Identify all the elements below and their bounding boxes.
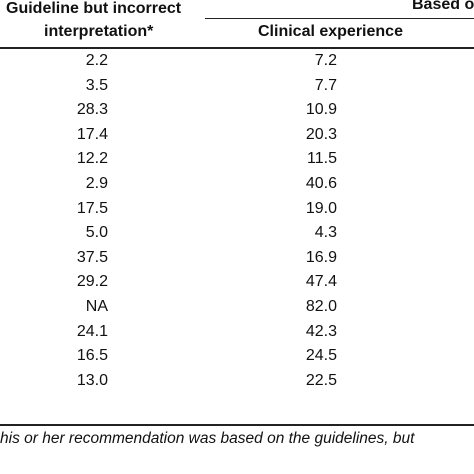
cell-clinical: 42.3	[305, 322, 337, 340]
cell-clinical: 47.4	[305, 273, 337, 291]
cell-guideline: 28.3	[76, 101, 108, 119]
cell-clinical: 10.9	[305, 101, 337, 119]
cell-clinical: 82.0	[305, 297, 337, 315]
table-row: 13.0 22.5	[0, 372, 474, 397]
cell-clinical: 11.5	[307, 150, 337, 168]
cell-guideline: NA	[85, 297, 108, 315]
cell-guideline: 12.2	[76, 150, 108, 168]
cell-guideline: 2.9	[85, 174, 108, 192]
cell-clinical: 19.0	[305, 199, 337, 217]
cell-guideline: 16.5	[76, 347, 108, 365]
cell-guideline: 37.5	[76, 248, 108, 266]
cell-guideline: 17.5	[76, 199, 108, 217]
cell-guideline: 17.4	[76, 125, 108, 143]
cell-clinical: 4.3	[314, 224, 337, 242]
column-group-header: Based o	[412, 0, 474, 13]
cell-guideline: 5.0	[85, 224, 108, 242]
cell-guideline: 2.2	[85, 52, 108, 69]
column-header-guideline-line2: interpretation*	[44, 23, 154, 40]
cell-clinical: 16.9	[305, 248, 337, 266]
cell-clinical: 7.7	[314, 76, 337, 94]
table-row: 2.2 7.2	[0, 52, 474, 77]
table-row: 2.9 40.6	[0, 175, 474, 200]
cell-clinical: 7.2	[314, 52, 337, 69]
table-row: 17.5 19.0	[0, 200, 474, 225]
table-row: 28.3 10.9	[0, 101, 474, 126]
table-footnote: his or her recommendation was based on t…	[0, 430, 415, 447]
cell-clinical: 24.5	[305, 347, 337, 365]
table-row: 24.1 42.3	[0, 323, 474, 348]
table-row: NA 82.0	[0, 298, 474, 323]
cell-guideline: 24.1	[76, 322, 108, 340]
column-header-clinical-experience: Clinical experience	[258, 23, 403, 40]
cell-guideline: 29.2	[76, 273, 108, 291]
group-header-rule	[205, 18, 474, 19]
table-bottom-rule	[0, 424, 474, 426]
table-row: 12.2 11.5	[0, 150, 474, 175]
header-rule	[0, 47, 474, 49]
column-header-guideline-line1: Guideline but incorrect	[6, 0, 182, 17]
table-row: 5.0 4.3	[0, 224, 474, 249]
cell-guideline: 13.0	[76, 371, 108, 389]
table-row: 3.5 7.7	[0, 77, 474, 102]
cell-guideline: 3.5	[85, 76, 108, 94]
cell-clinical: 22.5	[305, 371, 337, 389]
table-row: 29.2 47.4	[0, 273, 474, 298]
table-row: 16.5 24.5	[0, 347, 474, 372]
cell-clinical: 40.6	[305, 174, 337, 192]
table-body: 2.2 7.2 3.5 7.7 28.3 10.9 17.4 20.3 12.2 11.5…	[0, 52, 474, 396]
table-row: 17.4 20.3	[0, 126, 474, 151]
cell-clinical: 20.3	[305, 125, 337, 143]
table-row: 37.5 16.9	[0, 249, 474, 274]
